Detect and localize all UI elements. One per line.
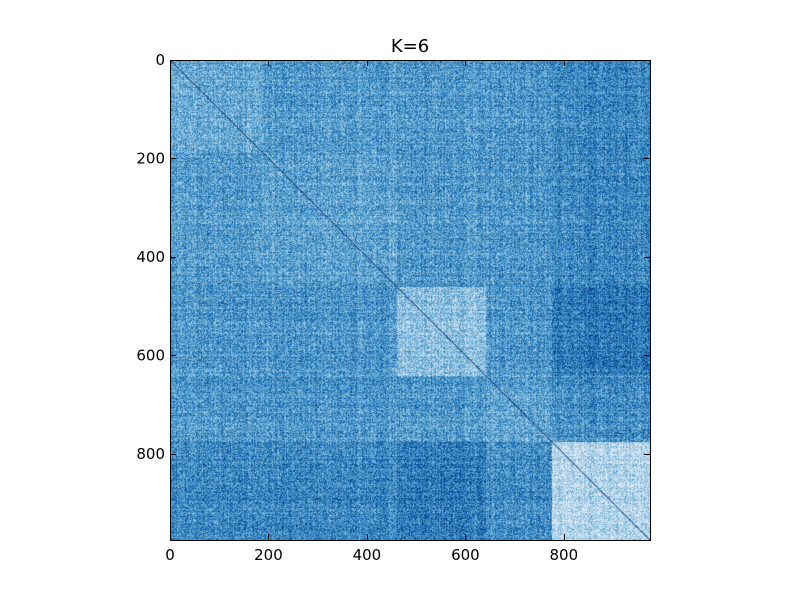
- x-tick-label: 600: [451, 546, 480, 564]
- y-tick-label: 200: [136, 149, 165, 167]
- x-tick-label: 800: [550, 546, 579, 564]
- chart-title: K=6: [391, 36, 429, 57]
- x-tick-label: 400: [353, 546, 382, 564]
- x-tick-label: 200: [254, 546, 283, 564]
- y-tick-label: 600: [136, 346, 165, 364]
- heatmap-image: [170, 60, 650, 540]
- y-axis: 0 200 400 600 800: [136, 51, 650, 463]
- x-axis: 0 200 400 600 800: [165, 60, 578, 564]
- axes-frame: [170, 60, 651, 541]
- x-tick-label: 0: [165, 546, 175, 564]
- y-tick-label: 800: [136, 445, 165, 463]
- y-tick-label: 0: [155, 51, 165, 69]
- y-tick-label: 400: [136, 248, 165, 266]
